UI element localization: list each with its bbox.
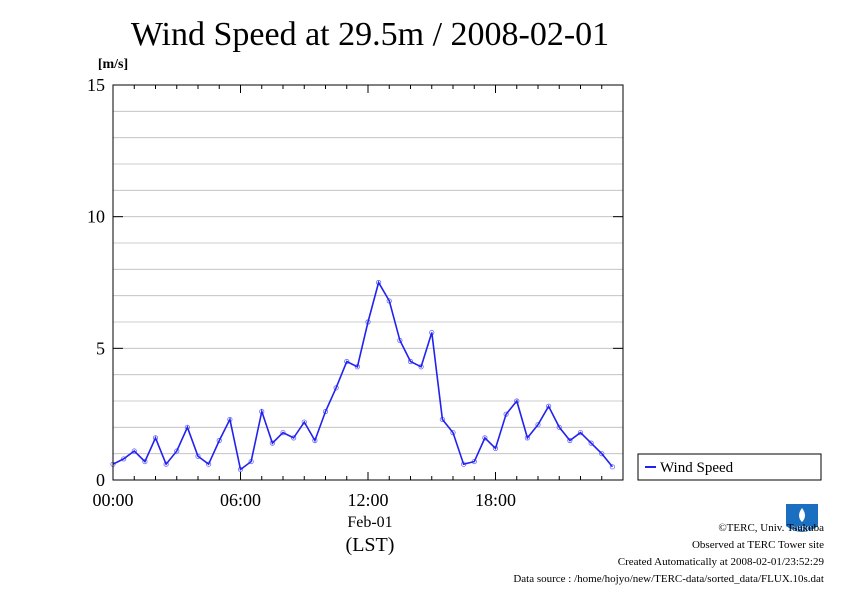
data-point	[407, 358, 414, 365]
x-tick-label: 06:00	[220, 490, 261, 510]
logo-text: TERC	[792, 526, 811, 533]
footer-observed: Observed at TERC Tower site	[691, 539, 824, 551]
data-point	[599, 451, 605, 457]
data-point	[546, 403, 552, 409]
data-point	[121, 456, 127, 462]
data-point	[535, 422, 541, 428]
x-tick-label: 12:00	[347, 490, 388, 510]
data-point	[280, 429, 286, 436]
data-point	[206, 461, 212, 467]
footer-created: Created Automatically at 2008-02-01/23:5…	[617, 556, 824, 568]
data-point	[567, 437, 573, 444]
x-axis-label: (LST)	[346, 534, 395, 556]
x-tick-label: 18:00	[475, 490, 516, 510]
y-tick-label: 0	[96, 470, 105, 490]
series-line	[112, 280, 614, 471]
legend-box	[637, 453, 822, 481]
y-tick-label: 10	[87, 207, 105, 227]
scatter-points	[110, 279, 615, 473]
y-tick-label: 15	[87, 75, 105, 95]
data-point	[216, 437, 222, 444]
data-point	[142, 458, 148, 465]
data-point	[577, 429, 584, 436]
y-axis-label: [m/s]	[98, 57, 128, 72]
data-point	[482, 435, 488, 441]
y-tick-label: 5	[96, 338, 105, 358]
terc-logo-mark: TERC	[786, 504, 818, 533]
data-point	[131, 448, 137, 454]
x-tick-label: 00:00	[92, 490, 133, 510]
footer-source: Data source : /home/hojyo/new/TERC-data/…	[513, 573, 824, 585]
legend: Wind Speed	[637, 453, 822, 481]
terc-logo: TERC	[784, 502, 820, 538]
axes: 0 5 10 15 00:00 06:00 12:00 18:00	[87, 75, 624, 510]
chart-title: Wind Speed at 29.5m / 2008-02-01	[131, 16, 609, 53]
plot-frame	[112, 84, 624, 481]
data-point	[152, 435, 159, 441]
data-point	[291, 435, 297, 441]
footer-copyright: ©TERC, Univ. Tsukuba	[718, 522, 824, 534]
legend-label: Wind Speed	[660, 460, 734, 476]
data-point	[556, 424, 562, 430]
data-point	[588, 440, 594, 446]
data-point	[301, 419, 307, 425]
x-date-label: Feb-01	[347, 514, 392, 531]
data-point	[163, 461, 169, 467]
grid	[113, 110, 623, 455]
data-point	[609, 464, 615, 470]
data-point	[174, 448, 180, 454]
